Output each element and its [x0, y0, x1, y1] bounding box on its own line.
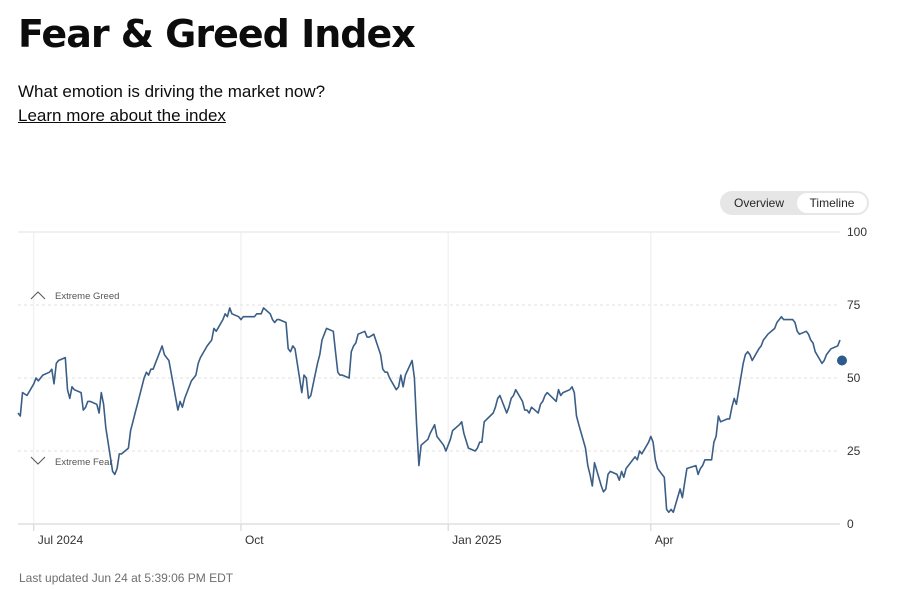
y-tick-label: 100: [847, 225, 867, 239]
x-axis-labels: Jul 2024 Oct Jan 2025 Apr: [38, 533, 674, 547]
page-title: Fear & Greed Index: [18, 12, 416, 56]
x-tick-label: Jan 2025: [452, 533, 502, 547]
x-tick-label: Apr: [655, 533, 674, 547]
timeline-tab[interactable]: Timeline: [797, 193, 867, 213]
series-line: [17, 307, 841, 514]
page-subtitle: What emotion is driving the market now?: [18, 82, 326, 101]
threshold-label: Extreme Greed: [55, 291, 119, 302]
current-value-marker: [837, 355, 847, 366]
y-tick-label: 0: [847, 517, 854, 531]
last-updated-text: Last updated Jun 24 at 5:39:06 PM EDT: [19, 571, 234, 585]
y-tick-label: 25: [847, 444, 861, 458]
x-tick-label: Jul 2024: [38, 533, 84, 547]
chevron-up-icon: [30, 291, 46, 300]
learn-more-link[interactable]: Learn more about the index: [18, 106, 226, 125]
y-tick-label: 75: [847, 298, 861, 312]
vertical-gridlines: [33, 232, 652, 531]
fear-greed-timeline-chart: Extreme Greed Extreme Fear 0 25 50 75 100 Jul…: [17, 225, 867, 547]
overview-tab[interactable]: Overview: [733, 196, 784, 210]
y-axis-labels: 0 25 50 75 100: [847, 225, 867, 531]
threshold-label: Extreme Fear: [55, 457, 113, 468]
threshold-labels: Extreme Greed Extreme Fear: [30, 291, 119, 468]
chevron-down-icon: [30, 456, 46, 465]
y-tick-label: 50: [847, 371, 861, 385]
x-tick-label: Oct: [245, 533, 264, 547]
view-toggle: Overview Timeline: [720, 191, 869, 215]
gridlines: [18, 231, 840, 525]
